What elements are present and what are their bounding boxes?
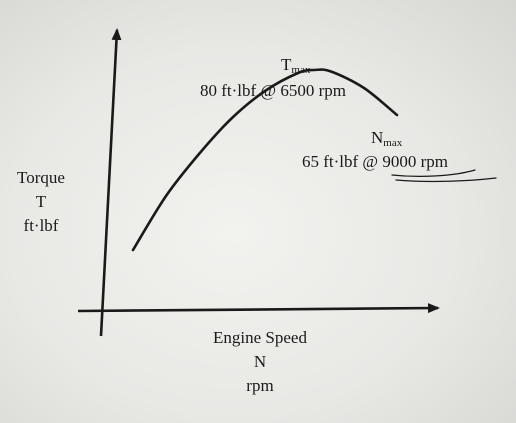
- nmax-annotation-rpm: 9000 rpm: [382, 152, 448, 171]
- x-axis-label-line: rpm: [246, 376, 274, 395]
- nmax-annotation: 65 ft·lbf @ 9000 rpm: [302, 151, 448, 172]
- y-axis-label-line: Torque: [17, 168, 65, 187]
- y-axis-label-line: ft·lbf: [23, 216, 59, 235]
- tmax-subscript: max: [291, 64, 311, 76]
- nmax-symbol: Nmax: [371, 127, 402, 154]
- y-axis-label-line: T: [35, 192, 47, 211]
- x-axis-label-line: Engine Speed: [213, 328, 307, 347]
- nmax-subscript: max: [383, 137, 403, 149]
- x-axis-label: Engine Speed N rpm: [170, 326, 350, 398]
- torque-curve: [131, 68, 399, 252]
- x-axis-label-line: N: [253, 352, 267, 371]
- nmax-letter: N: [371, 128, 384, 147]
- tmax-letter: T: [281, 55, 292, 74]
- rpm-underline: [391, 169, 497, 183]
- nmax-annotation-prefix: 65 ft·lbf @: [302, 152, 383, 171]
- tmax-symbol: Tmax: [281, 54, 310, 81]
- y-axis: [99, 28, 122, 337]
- y-axis-label: Torque T ft·lbf: [10, 166, 72, 238]
- x-axis: [77, 303, 440, 314]
- tmax-annotation: 80 ft·lbf @ 6500 rpm: [200, 81, 346, 100]
